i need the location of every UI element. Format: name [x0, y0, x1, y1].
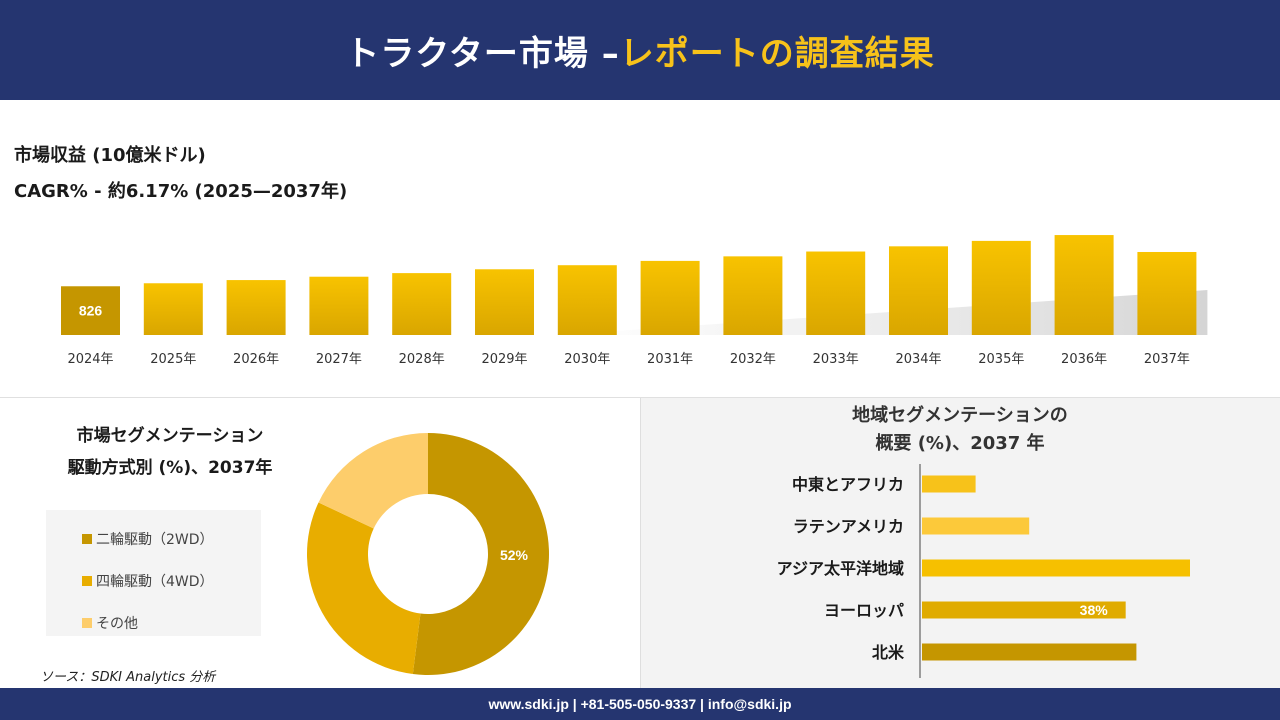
x-tick-label: 2034年	[895, 352, 941, 367]
region-title-line1: 地域セグメンテーションの	[852, 405, 1068, 426]
region-category-label: ラテンアメリカ	[793, 517, 904, 536]
x-tick-label: 2033年	[813, 352, 859, 367]
revenue-bar-chart: 2024年 826 2025年 2026年 2027年 2028年 2029年 2030年 20…	[61, 223, 1208, 367]
revenue-bar	[61, 286, 120, 335]
donut-slice	[318, 433, 428, 529]
region-bar	[922, 643, 1137, 661]
revenue-bar	[143, 283, 203, 335]
region-bar	[922, 559, 1190, 577]
cagr-label: CAGR% - 約6.17% (2025—2037年)	[14, 181, 348, 202]
x-tick-label: 2024年	[67, 352, 113, 367]
page-title: トラクター市場 –レポートの調査結果	[345, 26, 934, 75]
revenue-bar	[557, 265, 617, 335]
region-bar	[922, 475, 976, 493]
x-tick-label: 2035年	[978, 352, 1024, 367]
segment-title-line1: 市場セグメンテーション	[76, 426, 264, 446]
region-category-label: 北米	[872, 643, 905, 662]
region-bar	[922, 601, 1126, 619]
bar-shadow	[557, 290, 1208, 335]
revenue-bar	[640, 260, 700, 335]
x-tick-label: 2036年	[1061, 352, 1107, 367]
legend-swatch-2wd	[82, 534, 92, 544]
bar-data-label: 826	[79, 303, 103, 319]
revenue-bar	[971, 240, 1031, 335]
region-category-label: 中東とアフリカ	[792, 475, 904, 494]
region-title: 地域セグメンテーションの 概要 (%)、2037 年	[780, 402, 1140, 458]
revenue-bar	[226, 280, 286, 335]
legend-item-4wd: 四輪駆動（4WD）	[46, 560, 261, 602]
legend-swatch-4wd	[82, 576, 92, 586]
legend-label-other: その他	[96, 616, 138, 632]
donut-slice	[307, 502, 421, 675]
footer-banner: www.sdki.jp | +81-505-050-9337 | info@sd…	[0, 688, 1280, 720]
x-tick-label: 2032年	[730, 352, 776, 367]
segment-title: 市場セグメンテーション 駆動方式別 (%)、2037年	[20, 420, 320, 484]
legend-label-2wd: 二輪駆動（2WD）	[96, 532, 214, 548]
x-tick-label: 2031年	[647, 352, 693, 367]
revenue-label: 市場収益 (10億米ドル)	[14, 145, 206, 166]
region-bar	[922, 517, 1030, 535]
legend-swatch-other	[82, 618, 92, 628]
revenue-bar	[723, 256, 783, 335]
region-data-label: 38%	[1080, 602, 1109, 618]
footer-contact: www.sdki.jp | +81-505-050-9337 | info@sd…	[488, 696, 792, 712]
x-tick-label: 2026年	[233, 352, 279, 367]
x-tick-label: 2025年	[150, 352, 196, 367]
revenue-bar	[889, 246, 948, 335]
revenue-bar	[475, 269, 534, 335]
donut-slice	[412, 433, 550, 675]
revenue-bar	[806, 251, 866, 335]
legend-label-4wd: 四輪駆動（4WD）	[96, 574, 214, 590]
panel-divider	[640, 398, 641, 688]
x-tick-label: 2029年	[481, 352, 527, 367]
title-main: トラクター市場 –	[345, 33, 620, 74]
donut-data-label: 52%	[500, 547, 529, 563]
header-banner: トラクター市場 –レポートの調査結果	[0, 0, 1280, 100]
legend-item-2wd: 二輪駆動（2WD）	[46, 518, 261, 560]
segment-legend: 二輪駆動（2WD） 四輪駆動（4WD） その他	[46, 510, 261, 636]
region-panel	[641, 398, 1280, 688]
region-category-label: ヨーロッパ	[824, 601, 904, 620]
section-divider	[0, 397, 1280, 398]
title-accent: レポートの調査結果	[619, 33, 935, 74]
bar-data-label: 1,407	[1149, 223, 1184, 239]
segment-title-line2: 駆動方式別 (%)、2037年	[67, 458, 273, 478]
legend-item-other: その他	[46, 602, 261, 644]
region-title-line2: 概要 (%)、2037 年	[875, 433, 1045, 454]
region-category-label: アジア太平洋地域	[777, 559, 904, 578]
revenue-bar	[309, 276, 369, 335]
x-tick-label: 2030年	[564, 352, 610, 367]
source-note: ソース：SDKI Analytics 分析	[40, 670, 216, 685]
x-tick-label: 2027年	[316, 352, 362, 367]
revenue-bar	[1137, 251, 1197, 335]
x-tick-label: 2028年	[399, 352, 445, 367]
revenue-bar	[392, 273, 452, 335]
x-tick-label: 2037年	[1144, 352, 1190, 367]
revenue-bar	[1054, 235, 1114, 335]
revenue-info: 市場収益 (10億米ドル) CAGR% - 約6.17% (2025—2037年…	[14, 138, 347, 210]
drive-type-donut-chart: 52%	[307, 433, 550, 675]
